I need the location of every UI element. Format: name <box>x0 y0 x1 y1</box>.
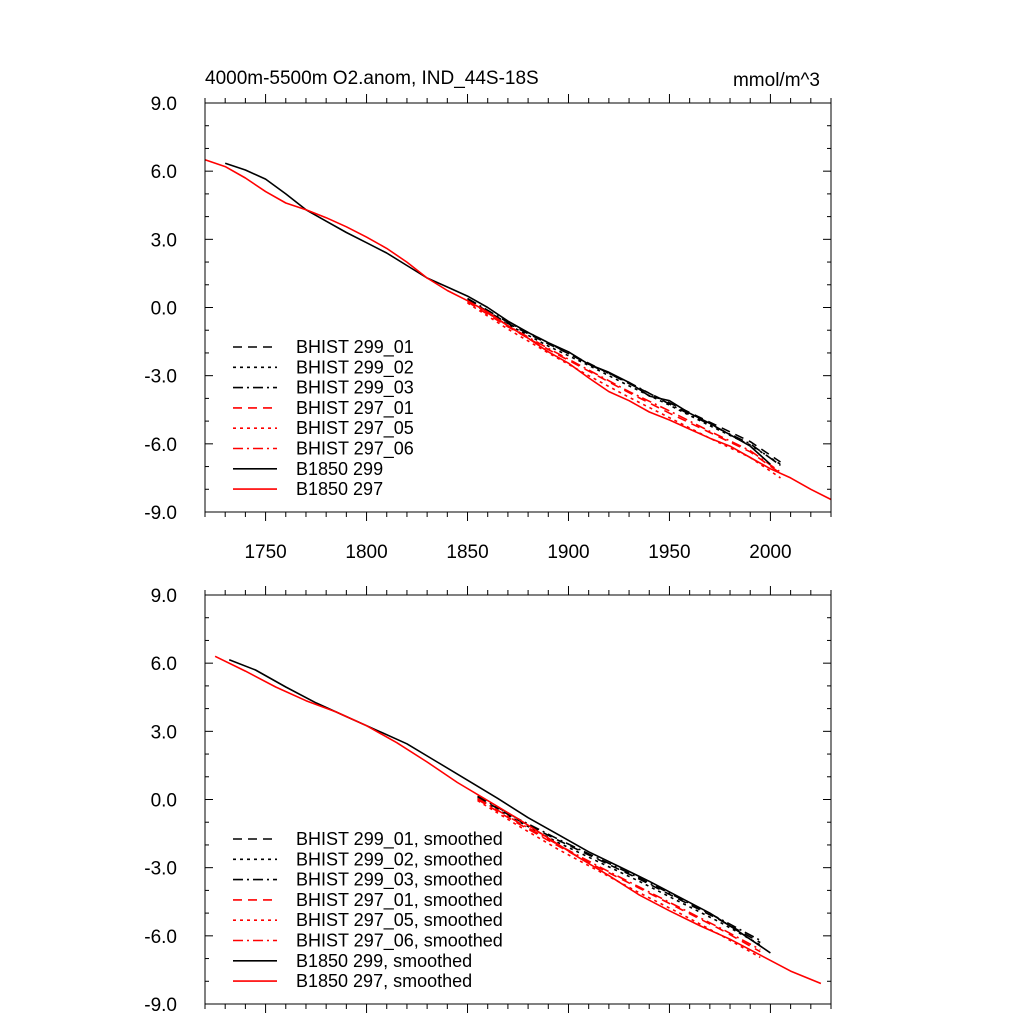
y-tick-label: -6.0 <box>144 927 177 948</box>
series-line <box>467 302 781 479</box>
y-tick-label: 9.0 <box>151 94 177 115</box>
series-line <box>477 797 761 951</box>
legend-label: BHIST 299_02, smoothed <box>296 849 503 870</box>
chart-panel-bottom: -9.0 -6.0 -3.0 0.0 3.0 6.0 9.0 BHIST 299_01, s… <box>144 586 832 1016</box>
series-line <box>204 159 832 501</box>
y-tick-label: 3.0 <box>151 230 177 251</box>
y-tick-label: -3.0 <box>144 367 177 388</box>
legend-label: BHIST 297_06 <box>296 439 414 460</box>
y-tick-label: 3.0 <box>151 722 177 743</box>
x-tick-label: 1750 <box>244 542 286 563</box>
chart-title: 4000m-5500m O2.anom, IND_44S-18S <box>205 68 539 89</box>
y-tick-label: 6.0 <box>151 654 177 675</box>
x-tick-label: 2000 <box>749 542 791 563</box>
legend-label: B1850 297 <box>296 479 383 499</box>
legend-label: BHIST 297_05 <box>296 418 414 439</box>
legend-label: BHIST 297_01, smoothed <box>296 890 503 911</box>
legend-label: BHIST 299_01 <box>296 337 414 358</box>
y-tick-label: 0.0 <box>151 299 177 320</box>
x-tick-label: 1850 <box>446 542 488 563</box>
chart-panel-top: 4000m-5500m O2.anom, IND_44S-18S mmol/m^… <box>144 68 832 563</box>
y-tick-label: -9.0 <box>144 995 177 1016</box>
series-line <box>228 659 771 954</box>
y-tick-label: -9.0 <box>144 503 177 524</box>
series-line <box>224 162 771 465</box>
series-group <box>204 159 832 501</box>
y-tick-label: 6.0 <box>151 162 177 183</box>
legend-label: B1850 297, smoothed <box>296 971 472 991</box>
legend-label: BHIST 297_05, smoothed <box>296 910 503 931</box>
legend-label: B1850 299 <box>296 459 383 479</box>
units-label: mmol/m^3 <box>733 70 820 91</box>
plot-frame <box>204 102 832 513</box>
legend-label: BHIST 299_03, smoothed <box>296 870 503 891</box>
axes-group: -9.0 -6.0 -3.0 0.0 3.0 6.0 9.0 1750 1800 1850 1900… <box>144 94 832 563</box>
legend-label: B1850 299, smoothed <box>296 951 472 971</box>
legend-label: BHIST 299_03 <box>296 378 414 399</box>
plot-frame <box>204 594 832 1005</box>
legend-label: BHIST 299_02 <box>296 357 414 378</box>
series-line <box>467 297 781 467</box>
legend-label: BHIST 297_01 <box>296 398 414 419</box>
series-line <box>214 655 822 985</box>
x-tick-label: 1800 <box>345 542 387 563</box>
axes-group: -9.0 -6.0 -3.0 0.0 3.0 6.0 9.0 <box>144 586 832 1016</box>
series-group <box>214 655 822 985</box>
legend-label: BHIST 297_06, smoothed <box>296 931 503 952</box>
y-tick-label: -3.0 <box>144 859 177 880</box>
y-tick-label: 0.0 <box>151 791 177 812</box>
x-tick-label: 1900 <box>547 542 589 563</box>
y-tick-label: -6.0 <box>144 435 177 456</box>
x-tick-label: 1950 <box>648 542 690 563</box>
y-tick-label: 9.0 <box>151 586 177 607</box>
legend-label: BHIST 299_01, smoothed <box>296 829 503 850</box>
series-line <box>467 298 781 463</box>
series-line <box>477 798 761 953</box>
